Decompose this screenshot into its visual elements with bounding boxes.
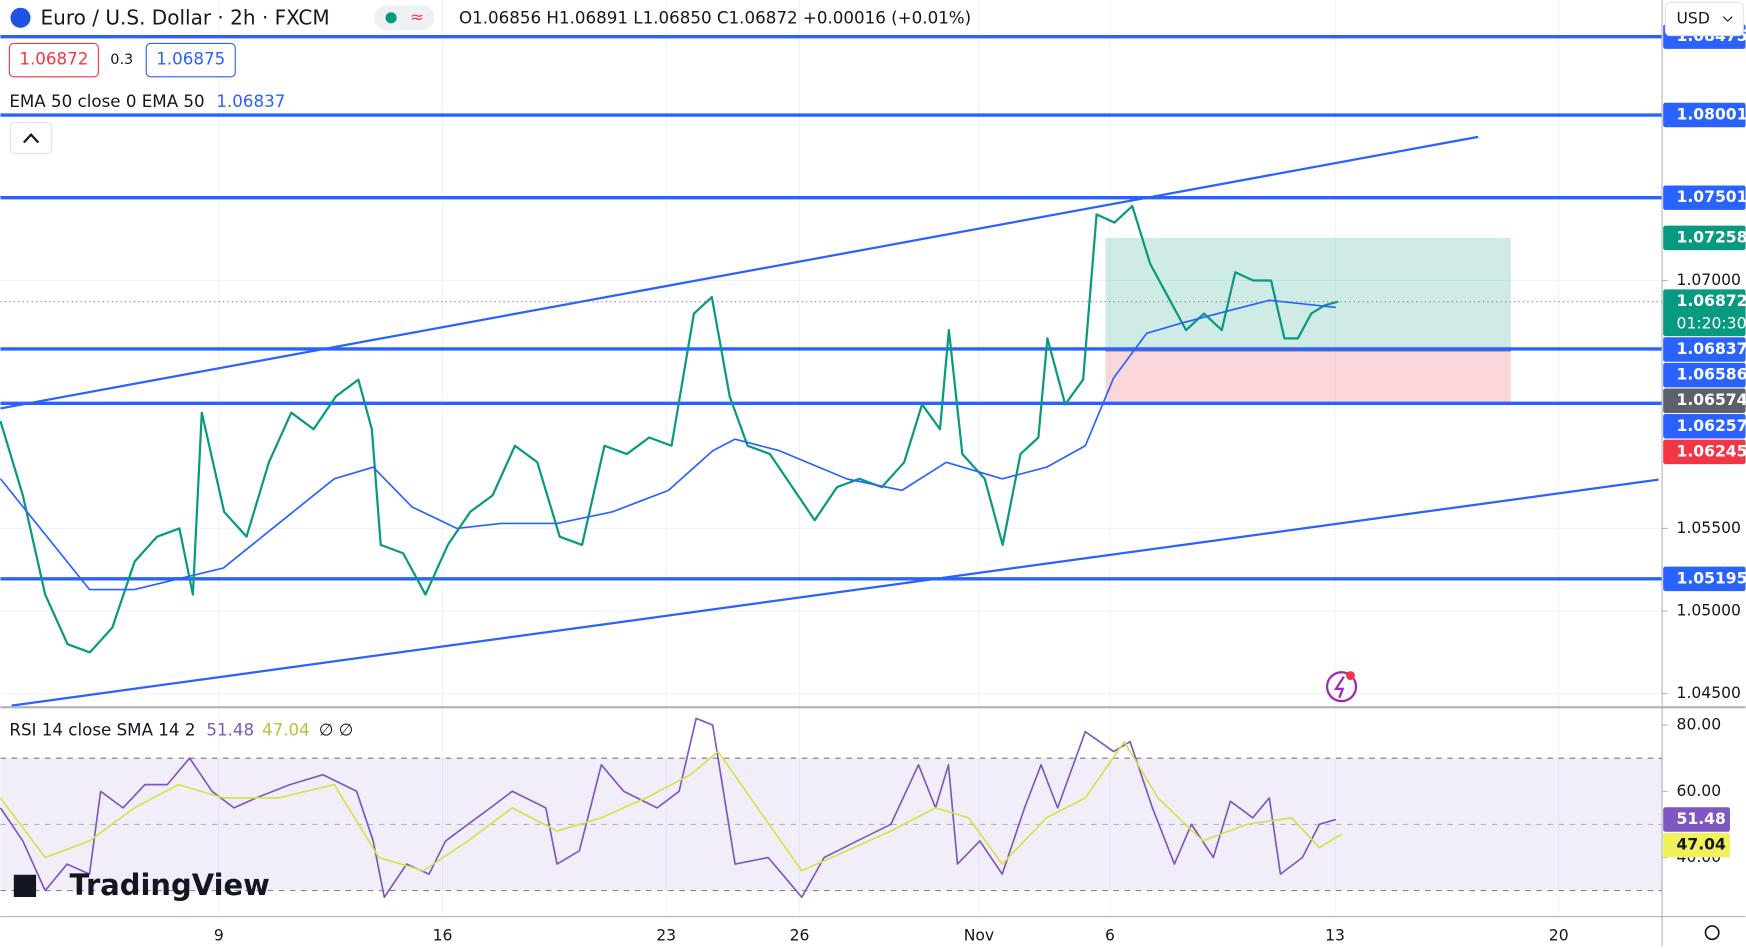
settings-icon[interactable] bbox=[1704, 925, 1720, 941]
indicator-badge bbox=[1663, 832, 1730, 858]
price-badge bbox=[1663, 439, 1746, 465]
profit-zone bbox=[1105, 237, 1511, 351]
alert-icon[interactable] bbox=[1325, 671, 1358, 703]
sell-button[interactable] bbox=[8, 42, 99, 78]
price-badge bbox=[1663, 225, 1746, 251]
price-badge bbox=[1663, 566, 1746, 592]
symbol-flag bbox=[10, 7, 31, 28]
ema-legend[interactable]: EMA 50 close 0 EMA 50 bbox=[9, 92, 204, 111]
price-badge bbox=[1663, 414, 1746, 439]
sma-legend-value: 47.04 bbox=[262, 721, 310, 740]
y-tick-label: 60.00 bbox=[1677, 782, 1722, 800]
series-line bbox=[0, 717, 1337, 899]
currency-select[interactable] bbox=[1664, 1, 1744, 37]
trend-line bbox=[11, 478, 1659, 707]
price-badge-label: 1.06586 bbox=[1677, 366, 1746, 384]
price-badge bbox=[1663, 362, 1746, 388]
x-tick-label: 16 bbox=[433, 926, 453, 944]
ohlc-values: O1.06856 H1.06891 L1.06850 C1.06872 +0.0… bbox=[459, 8, 971, 27]
buy-button[interactable] bbox=[145, 42, 236, 78]
y-tick-label: 1.07000 bbox=[1677, 271, 1741, 289]
y-tick-label: 80.00 bbox=[1677, 716, 1722, 734]
x-tick-label: 13 bbox=[1325, 926, 1345, 944]
rsi-legend-extra: ∅ ∅ bbox=[319, 721, 353, 740]
price-badge-label: 1.07258 bbox=[1677, 228, 1746, 246]
market-status[interactable] bbox=[374, 5, 435, 31]
price-badge-label: 1.06872 bbox=[1677, 292, 1746, 310]
sell-price[interactable]: 1.06872 bbox=[19, 50, 88, 69]
x-tick-label: 23 bbox=[656, 926, 676, 944]
indicator-badge bbox=[1663, 807, 1730, 832]
symbol-title[interactable]: Euro / U.S. Dollar · 2h · FXCM bbox=[41, 5, 330, 29]
buy-price[interactable]: 1.06875 bbox=[156, 50, 225, 69]
price-badge-label: 1.06245 bbox=[1677, 442, 1746, 460]
x-tick-label: Nov bbox=[964, 926, 994, 944]
logo-text[interactable]: TradingView bbox=[69, 868, 269, 902]
collapse-button[interactable] bbox=[9, 121, 53, 155]
x-tick-label: 20 bbox=[1549, 926, 1569, 944]
price-badge bbox=[1663, 102, 1746, 128]
price-badge-label: 1.06257 bbox=[1677, 417, 1746, 435]
indicator-badge-label: 47.04 bbox=[1677, 836, 1726, 854]
price-badge bbox=[1663, 337, 1746, 362]
price-badge bbox=[1663, 289, 1746, 337]
y-tick-label: 1.05500 bbox=[1677, 519, 1741, 537]
x-tick-label: 6 bbox=[1105, 926, 1115, 944]
y-tick-label: 1.04500 bbox=[1677, 684, 1741, 702]
x-tick-label: 26 bbox=[790, 926, 810, 944]
trend-line bbox=[0, 135, 1479, 410]
currency[interactable]: USD bbox=[1677, 9, 1710, 27]
logo-mark bbox=[13, 874, 37, 898]
collapse-icon bbox=[23, 133, 40, 144]
series-line bbox=[0, 740, 1343, 872]
x-tick-label: 9 bbox=[214, 926, 224, 944]
price-badge-label: 1.05195 bbox=[1677, 569, 1746, 587]
series-line bbox=[0, 205, 1339, 654]
rsi-legend-value: 51.48 bbox=[206, 721, 254, 740]
countdown: 01:20:30 bbox=[1677, 314, 1746, 332]
price-badge-label: 1.06837 bbox=[1677, 340, 1746, 358]
indicator-badge-label: 51.48 bbox=[1677, 810, 1726, 828]
price-badge-label: 1.06574 bbox=[1677, 391, 1746, 409]
price-badge bbox=[1663, 185, 1746, 210]
series-line bbox=[0, 299, 1336, 591]
price-badge-label: 1.07501 bbox=[1677, 188, 1746, 206]
market-open-dot bbox=[385, 12, 397, 24]
alert-dot bbox=[1346, 671, 1355, 681]
price-badge bbox=[1663, 388, 1746, 413]
status-icon: ≈ bbox=[410, 7, 424, 26]
price-badge-label: 1.08001 bbox=[1677, 106, 1746, 124]
currency-caret bbox=[1722, 16, 1733, 22]
loss-zone bbox=[1105, 350, 1511, 406]
spread: 0.3 bbox=[110, 52, 133, 68]
alert-bolt bbox=[1333, 676, 1345, 699]
rsi-legend[interactable]: RSI 14 close SMA 14 2 bbox=[9, 721, 195, 740]
y-tick-label: 1.05000 bbox=[1677, 602, 1741, 620]
ema-legend-value: 1.06837 bbox=[216, 92, 285, 111]
